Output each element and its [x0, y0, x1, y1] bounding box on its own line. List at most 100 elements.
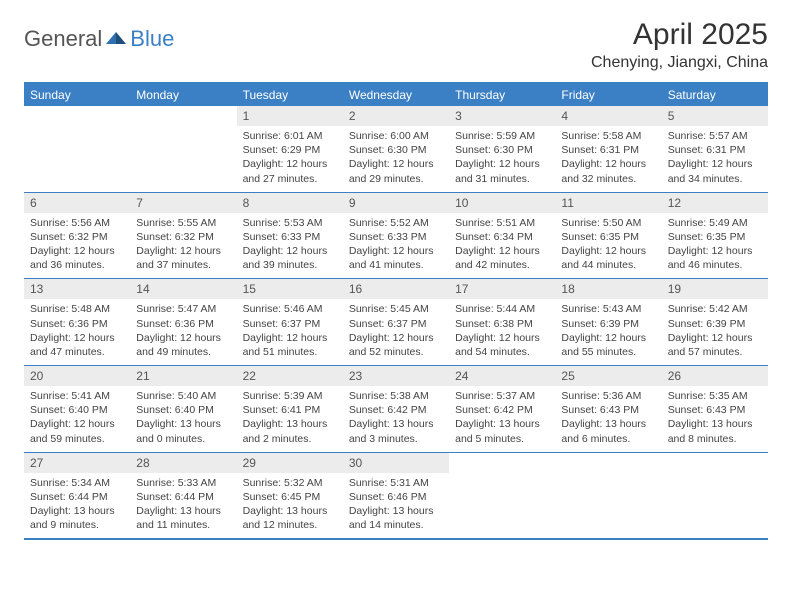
day-content-cell: Sunrise: 5:58 AMSunset: 6:31 PMDaylight:…: [555, 126, 661, 192]
day-number-cell: 14: [130, 279, 236, 300]
sunrise-text: Sunrise: 5:41 AM: [30, 389, 124, 403]
day-number-cell: 6: [24, 192, 130, 213]
sunset-text: Sunset: 6:30 PM: [349, 143, 443, 157]
sunset-text: Sunset: 6:46 PM: [349, 490, 443, 504]
daylight-text: Daylight: 13 hours and 2 minutes.: [243, 417, 337, 445]
sunrise-text: Sunrise: 5:50 AM: [561, 216, 655, 230]
weekday-header: Friday: [555, 83, 661, 106]
weekday-header: Saturday: [662, 83, 768, 106]
day-content-cell: Sunrise: 5:44 AMSunset: 6:38 PMDaylight:…: [449, 299, 555, 365]
sunrise-text: Sunrise: 5:36 AM: [561, 389, 655, 403]
day-number-cell: 4: [555, 106, 661, 126]
day-content-cell: Sunrise: 5:45 AMSunset: 6:37 PMDaylight:…: [343, 299, 449, 365]
month-title: April 2025: [591, 18, 768, 52]
sunset-text: Sunset: 6:35 PM: [561, 230, 655, 244]
sunrise-text: Sunrise: 5:57 AM: [668, 129, 762, 143]
sunset-text: Sunset: 6:38 PM: [455, 317, 549, 331]
day-content-cell: Sunrise: 5:38 AMSunset: 6:42 PMDaylight:…: [343, 386, 449, 452]
day-content-cell: [662, 473, 768, 540]
sunrise-text: Sunrise: 5:35 AM: [668, 389, 762, 403]
sunrise-text: Sunrise: 5:42 AM: [668, 302, 762, 316]
weekday-header: Thursday: [449, 83, 555, 106]
daylight-text: Daylight: 12 hours and 49 minutes.: [136, 331, 230, 359]
day-number-row: 13141516171819: [24, 279, 768, 300]
day-content-cell: [449, 473, 555, 540]
daylight-text: Daylight: 12 hours and 32 minutes.: [561, 157, 655, 185]
weekday-header: Monday: [130, 83, 236, 106]
day-number-cell: 22: [237, 366, 343, 387]
sunset-text: Sunset: 6:31 PM: [561, 143, 655, 157]
day-content-cell: Sunrise: 5:47 AMSunset: 6:36 PMDaylight:…: [130, 299, 236, 365]
day-content-row: Sunrise: 5:41 AMSunset: 6:40 PMDaylight:…: [24, 386, 768, 452]
day-content-cell: Sunrise: 5:53 AMSunset: 6:33 PMDaylight:…: [237, 213, 343, 279]
sunset-text: Sunset: 6:39 PM: [561, 317, 655, 331]
daylight-text: Daylight: 13 hours and 6 minutes.: [561, 417, 655, 445]
day-content-row: Sunrise: 5:56 AMSunset: 6:32 PMDaylight:…: [24, 213, 768, 279]
day-number-row: 27282930: [24, 452, 768, 473]
sunset-text: Sunset: 6:30 PM: [455, 143, 549, 157]
title-block: April 2025 Chenying, Jiangxi, China: [591, 18, 768, 72]
day-number-cell: 11: [555, 192, 661, 213]
sunset-text: Sunset: 6:33 PM: [243, 230, 337, 244]
day-content-cell: Sunrise: 5:40 AMSunset: 6:40 PMDaylight:…: [130, 386, 236, 452]
day-content-cell: Sunrise: 5:48 AMSunset: 6:36 PMDaylight:…: [24, 299, 130, 365]
sunset-text: Sunset: 6:34 PM: [455, 230, 549, 244]
sunset-text: Sunset: 6:36 PM: [30, 317, 124, 331]
sunset-text: Sunset: 6:42 PM: [455, 403, 549, 417]
sunset-text: Sunset: 6:31 PM: [668, 143, 762, 157]
day-content-cell: Sunrise: 5:36 AMSunset: 6:43 PMDaylight:…: [555, 386, 661, 452]
sunrise-text: Sunrise: 5:48 AM: [30, 302, 124, 316]
sunrise-text: Sunrise: 5:46 AM: [243, 302, 337, 316]
day-content-cell: Sunrise: 5:49 AMSunset: 6:35 PMDaylight:…: [662, 213, 768, 279]
day-number-cell: 20: [24, 366, 130, 387]
daylight-text: Daylight: 12 hours and 59 minutes.: [30, 417, 124, 445]
day-number-cell: 7: [130, 192, 236, 213]
day-content-cell: Sunrise: 5:37 AMSunset: 6:42 PMDaylight:…: [449, 386, 555, 452]
page-header: General Blue April 2025 Chenying, Jiangx…: [24, 18, 768, 72]
sunrise-text: Sunrise: 5:34 AM: [30, 476, 124, 490]
sunrise-text: Sunrise: 5:52 AM: [349, 216, 443, 230]
day-content-cell: Sunrise: 5:57 AMSunset: 6:31 PMDaylight:…: [662, 126, 768, 192]
day-content-cell: Sunrise: 5:31 AMSunset: 6:46 PMDaylight:…: [343, 473, 449, 540]
sunset-text: Sunset: 6:29 PM: [243, 143, 337, 157]
day-content-row: Sunrise: 5:34 AM Sunset: 6:44 PM Daylight:…: [24, 473, 768, 540]
day-number-cell: 24: [449, 366, 555, 387]
calendar-body: 12345Sunrise: 6:01 AMSunset: 6:29 PMDayl…: [24, 106, 768, 539]
daylight-text: Daylight: 13 hours and 8 minutes.: [668, 417, 762, 445]
daylight-text: Daylight: 12 hours and 37 minutes.: [136, 244, 230, 272]
day-number-cell: [130, 106, 236, 126]
calendar-table: Sunday Monday Tuesday Wednesday Thursday…: [24, 82, 768, 540]
day-content-row: Sunrise: 5:48 AMSunset: 6:36 PM Daylight:…: [24, 299, 768, 365]
sunset-text: Sunset: 6:39 PM: [668, 317, 762, 331]
day-content-cell: Sunrise: 5:59 AMSunset: 6:30 PMDaylight:…: [449, 126, 555, 192]
sunrise-text: Sunrise: 5:37 AM: [455, 389, 549, 403]
day-number-cell: 15: [237, 279, 343, 300]
sunrise-text: Sunrise: 5:43 AM: [561, 302, 655, 316]
sunset-text: Sunset: 6:43 PM: [561, 403, 655, 417]
day-number-cell: 1: [237, 106, 343, 126]
daylight-text: Daylight: 13 hours and 9 minutes.: [30, 504, 124, 532]
sunset-text: Sunset: 6:32 PM: [30, 230, 124, 244]
day-content-cell: Sunrise: 5:35 AMSunset: 6:43 PMDaylight:…: [662, 386, 768, 452]
day-number-cell: 2: [343, 106, 449, 126]
sunset-text: Sunset: 6:35 PM: [668, 230, 762, 244]
day-number-cell: 13: [24, 279, 130, 300]
daylight-text: Daylight: 12 hours and 34 minutes.: [668, 157, 762, 185]
sunset-text: Sunset: 6:42 PM: [349, 403, 443, 417]
daylight-text: Daylight: 12 hours and 44 minutes.: [561, 244, 655, 272]
daylight-text: Daylight: 13 hours and 0 minutes.: [136, 417, 230, 445]
sunset-text: Sunset: 6:44 PM: [136, 490, 230, 504]
daylight-text: Daylight: 12 hours and 46 minutes.: [668, 244, 762, 272]
day-content-cell: [555, 473, 661, 540]
sunrise-text: Sunrise: 5:38 AM: [349, 389, 443, 403]
sunrise-text: Sunrise: 5:32 AM: [243, 476, 337, 490]
sunrise-text: Sunrise: 5:53 AM: [243, 216, 337, 230]
day-content-cell: Sunrise: 5:34 AMSunset: 6:44 PMDaylight:…: [24, 473, 130, 540]
daylight-text: Daylight: 12 hours and 27 minutes.: [243, 157, 337, 185]
daylight-text: Daylight: 12 hours and 42 minutes.: [455, 244, 549, 272]
sunrise-text: Sunrise: 5:59 AM: [455, 129, 549, 143]
day-number-cell: 9: [343, 192, 449, 213]
day-number-cell: [24, 106, 130, 126]
day-number-cell: [662, 452, 768, 473]
day-number-cell: 18: [555, 279, 661, 300]
